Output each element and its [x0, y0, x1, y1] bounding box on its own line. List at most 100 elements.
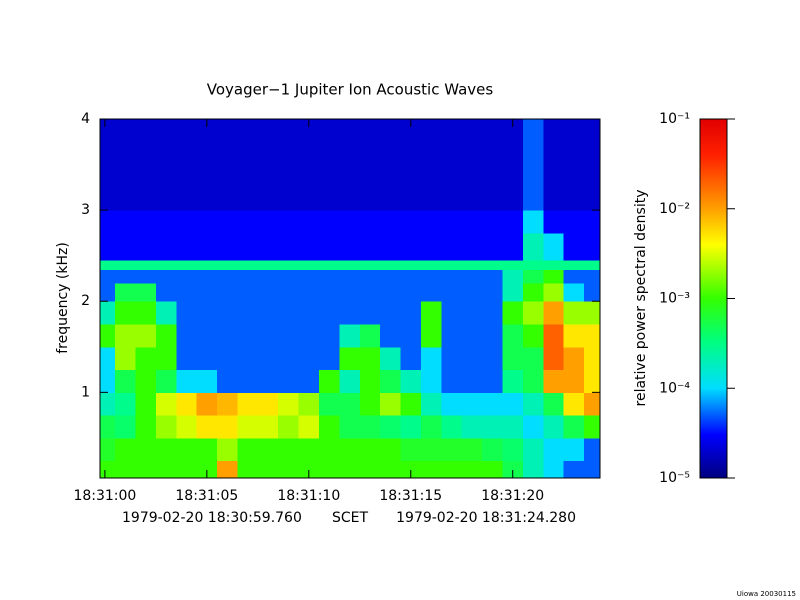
cell	[319, 301, 340, 325]
cell	[257, 119, 279, 143]
cell	[339, 437, 361, 462]
cell	[176, 119, 198, 143]
annotation: 1979-02-20 18:30:59.760	[122, 510, 302, 526]
cell	[522, 346, 544, 371]
cell	[257, 141, 279, 166]
x-tick-label: 18:31:00	[73, 488, 136, 504]
cell	[420, 346, 442, 371]
cell	[441, 210, 463, 234]
annotation: 1979-02-20 18:31:24.280	[396, 510, 576, 526]
cell	[522, 369, 544, 393]
cell	[257, 437, 279, 462]
cell	[400, 141, 422, 166]
cell	[359, 437, 381, 462]
cell	[584, 346, 600, 371]
cell	[400, 119, 422, 143]
cell	[278, 187, 300, 211]
cell	[155, 301, 177, 325]
cell	[502, 460, 524, 478]
x-tick-label: 18:31:05	[175, 488, 238, 504]
credit: Uiowa 20030115	[737, 590, 796, 598]
cell	[380, 283, 402, 302]
cell	[135, 392, 157, 416]
colorbar-tick-label: 10⁻³	[659, 291, 690, 307]
cell	[502, 119, 524, 143]
cell	[420, 415, 442, 439]
cell	[217, 369, 238, 393]
cell	[584, 283, 600, 302]
cell	[543, 210, 565, 234]
cell	[298, 283, 320, 302]
cell	[461, 301, 483, 325]
cell	[522, 392, 544, 416]
cell	[420, 260, 442, 270]
cell	[100, 437, 116, 462]
cell	[196, 119, 218, 143]
cell	[522, 232, 544, 261]
cell	[257, 392, 279, 416]
cell	[237, 324, 259, 348]
cell	[155, 260, 177, 270]
cell	[135, 269, 157, 284]
cell	[563, 460, 585, 478]
cell	[115, 392, 136, 416]
cell	[257, 269, 279, 284]
cell	[319, 119, 340, 143]
cell	[155, 392, 177, 416]
cell	[278, 301, 300, 325]
cell	[176, 346, 198, 371]
cell	[115, 260, 136, 270]
cell	[298, 346, 320, 371]
cell	[522, 301, 544, 325]
cell	[380, 324, 402, 348]
cell	[339, 260, 361, 270]
cell	[502, 392, 524, 416]
cell	[196, 415, 218, 439]
cell	[563, 437, 585, 462]
cell	[217, 119, 238, 143]
cell	[237, 119, 259, 143]
cell	[135, 301, 157, 325]
cell	[482, 269, 504, 284]
cell	[502, 164, 524, 188]
cell	[563, 232, 585, 261]
cell	[522, 141, 544, 166]
cell	[217, 301, 238, 325]
cell	[155, 283, 177, 302]
cell	[339, 369, 361, 393]
cell	[217, 260, 238, 270]
cell	[237, 210, 259, 234]
cell	[359, 392, 381, 416]
cell	[298, 141, 320, 166]
cell	[420, 164, 442, 188]
cell	[217, 324, 238, 348]
cell	[441, 164, 463, 188]
cell	[237, 187, 259, 211]
cell	[115, 415, 136, 439]
cell	[217, 210, 238, 234]
cell	[217, 415, 238, 439]
cell	[380, 346, 402, 371]
cell	[278, 392, 300, 416]
cell	[584, 187, 600, 211]
cell	[135, 460, 157, 478]
x-tick-label: 18:31:15	[379, 488, 442, 504]
cell	[278, 283, 300, 302]
cell	[298, 232, 320, 261]
cell	[502, 269, 524, 284]
cell	[176, 301, 198, 325]
cell	[522, 260, 544, 270]
cell	[502, 141, 524, 166]
cell	[319, 210, 340, 234]
cell	[482, 119, 504, 143]
cell	[135, 283, 157, 302]
cell	[563, 269, 585, 284]
cell	[298, 369, 320, 393]
cell	[543, 141, 565, 166]
cell	[176, 324, 198, 348]
cell	[100, 415, 116, 439]
cell	[482, 415, 504, 439]
cell	[100, 369, 116, 393]
cell	[359, 460, 381, 478]
cell	[461, 369, 483, 393]
